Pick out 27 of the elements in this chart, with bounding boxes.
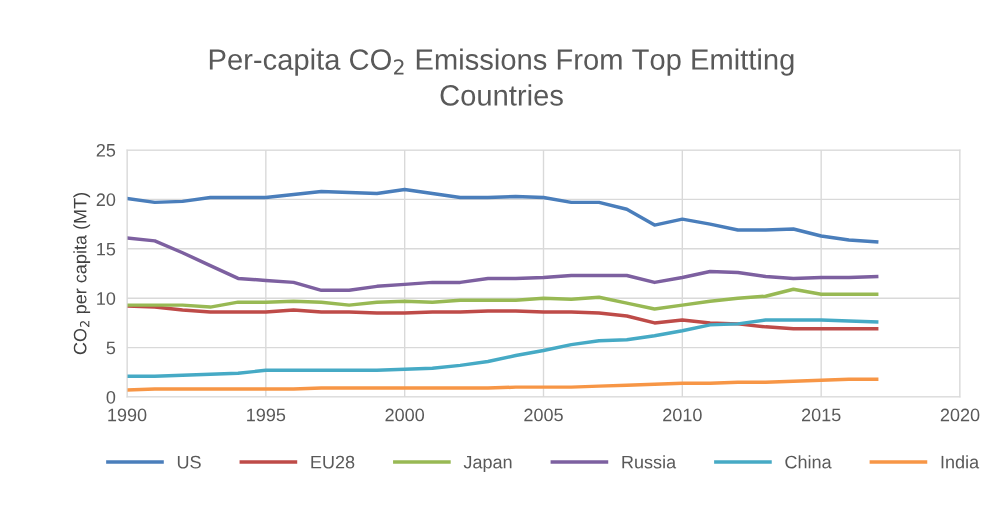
chart-title: Per-capita CO$_{2}$ Emissions From Top Emitting Countries	[209, 48, 794, 106]
legend-label: EU28	[311, 455, 355, 469]
x-tick-label: 2020	[940, 408, 980, 422]
line-series	[127, 236, 879, 293]
y-tick-label: 25	[96, 143, 116, 157]
y-axis-title: CO$_{2}$ per capita (MT)	[73, 193, 91, 355]
y-tick-label: 15	[97, 242, 116, 256]
x-tick-label: 1995	[247, 408, 286, 422]
x-tick-label: 1990	[108, 408, 147, 422]
legend-label: US	[177, 455, 201, 469]
line-series	[127, 287, 879, 311]
legend-label: Russia	[622, 455, 677, 469]
y-tick-label: 0	[106, 390, 116, 404]
legend-label: India	[941, 455, 980, 469]
y-tick-label: 20	[96, 193, 116, 207]
line-series	[127, 318, 879, 378]
x-tick-label: 2010	[663, 408, 702, 422]
y-tick-label: 10	[97, 292, 116, 305]
x-tick-label: 2000	[385, 408, 425, 422]
line-series	[127, 187, 879, 244]
legend-label: China	[785, 455, 832, 469]
x-tick-label: 2015	[801, 408, 841, 422]
line-series	[127, 304, 879, 331]
legend-label: Japan	[463, 455, 512, 473]
x-tick-label: 2005	[524, 408, 563, 422]
line-series	[127, 377, 879, 392]
y-tick-label: 5	[106, 341, 116, 355]
